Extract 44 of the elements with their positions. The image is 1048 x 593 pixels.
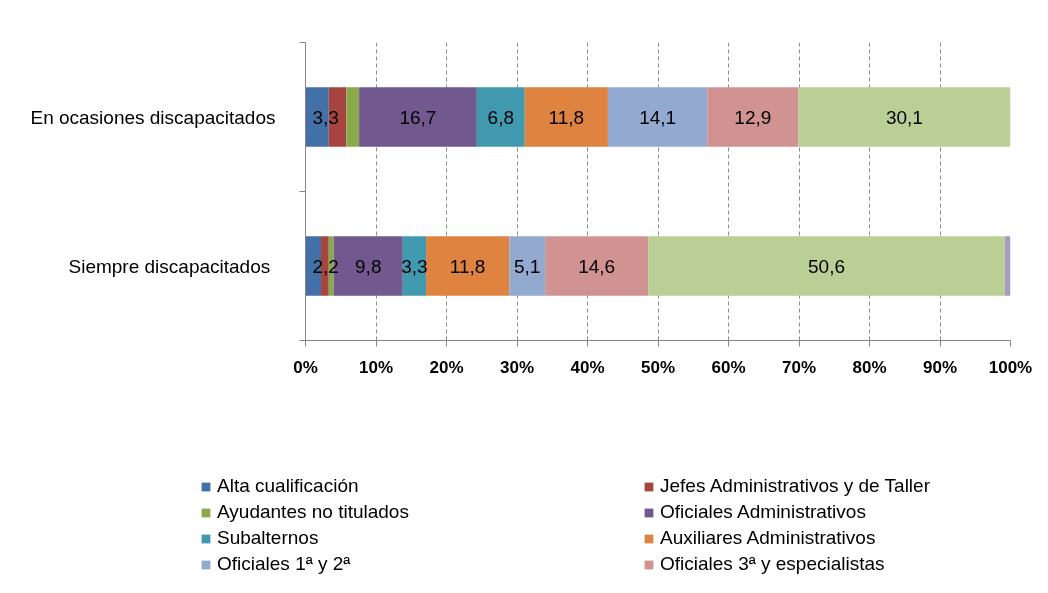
data-label: 11,8 xyxy=(548,106,585,128)
x-tick-label: 10% xyxy=(358,357,394,377)
x-tick-label: 40% xyxy=(570,357,605,377)
bar xyxy=(359,87,477,147)
x-tick-label: 0% xyxy=(293,357,318,377)
x-tick-label: 70% xyxy=(781,357,817,377)
legend-label: Alta cualificación xyxy=(217,475,359,497)
bar xyxy=(524,87,608,147)
data-label: 2,2 xyxy=(312,255,339,277)
legend-label: Oficiales 1ª y 2ª xyxy=(217,553,351,575)
legend-label: Oficiales Administrativos xyxy=(660,501,866,523)
bar xyxy=(607,87,708,147)
data-label: 30,1 xyxy=(885,106,923,128)
legend-label: Ayudantes no titulados xyxy=(217,501,409,523)
x-tick-label: 30% xyxy=(499,357,535,377)
x-tick-label: 80% xyxy=(852,357,887,377)
legend-label: Jefes Administrativos y de Taller xyxy=(660,475,930,497)
legend-label: Auxiliares Administrativos xyxy=(660,527,876,549)
x-tick-label: 60% xyxy=(711,357,746,377)
legend-label: Oficiales 3ª y especialistas xyxy=(660,553,885,575)
y-tick-label: En ocasiones discapacitados xyxy=(30,106,276,128)
data-label: 11,8 xyxy=(449,255,486,277)
x-tick-label: 100% xyxy=(988,357,1033,377)
bar xyxy=(426,236,510,296)
bar xyxy=(476,87,525,147)
bar xyxy=(707,87,799,147)
data-label: 12,9 xyxy=(734,106,772,128)
data-label: 16,7 xyxy=(399,106,437,128)
bar xyxy=(648,236,1005,296)
data-label: 5,1 xyxy=(514,255,541,277)
x-tick-label: 50% xyxy=(640,357,676,377)
data-label: 14,6 xyxy=(578,255,616,277)
bar xyxy=(509,236,546,296)
bar xyxy=(798,87,1011,147)
data-label: 6,8 xyxy=(487,106,514,128)
data-label: 9,8 xyxy=(355,255,382,277)
bar xyxy=(346,87,360,147)
data-label: 14,1 xyxy=(639,106,677,128)
y-tick-label: Siempre discapacitados xyxy=(68,255,271,277)
bar xyxy=(545,236,649,296)
x-tick-label: 20% xyxy=(429,357,464,377)
legend-label: Subalternos xyxy=(217,527,319,549)
x-tick-label: 90% xyxy=(922,357,958,377)
data-label: 50,6 xyxy=(808,255,845,277)
